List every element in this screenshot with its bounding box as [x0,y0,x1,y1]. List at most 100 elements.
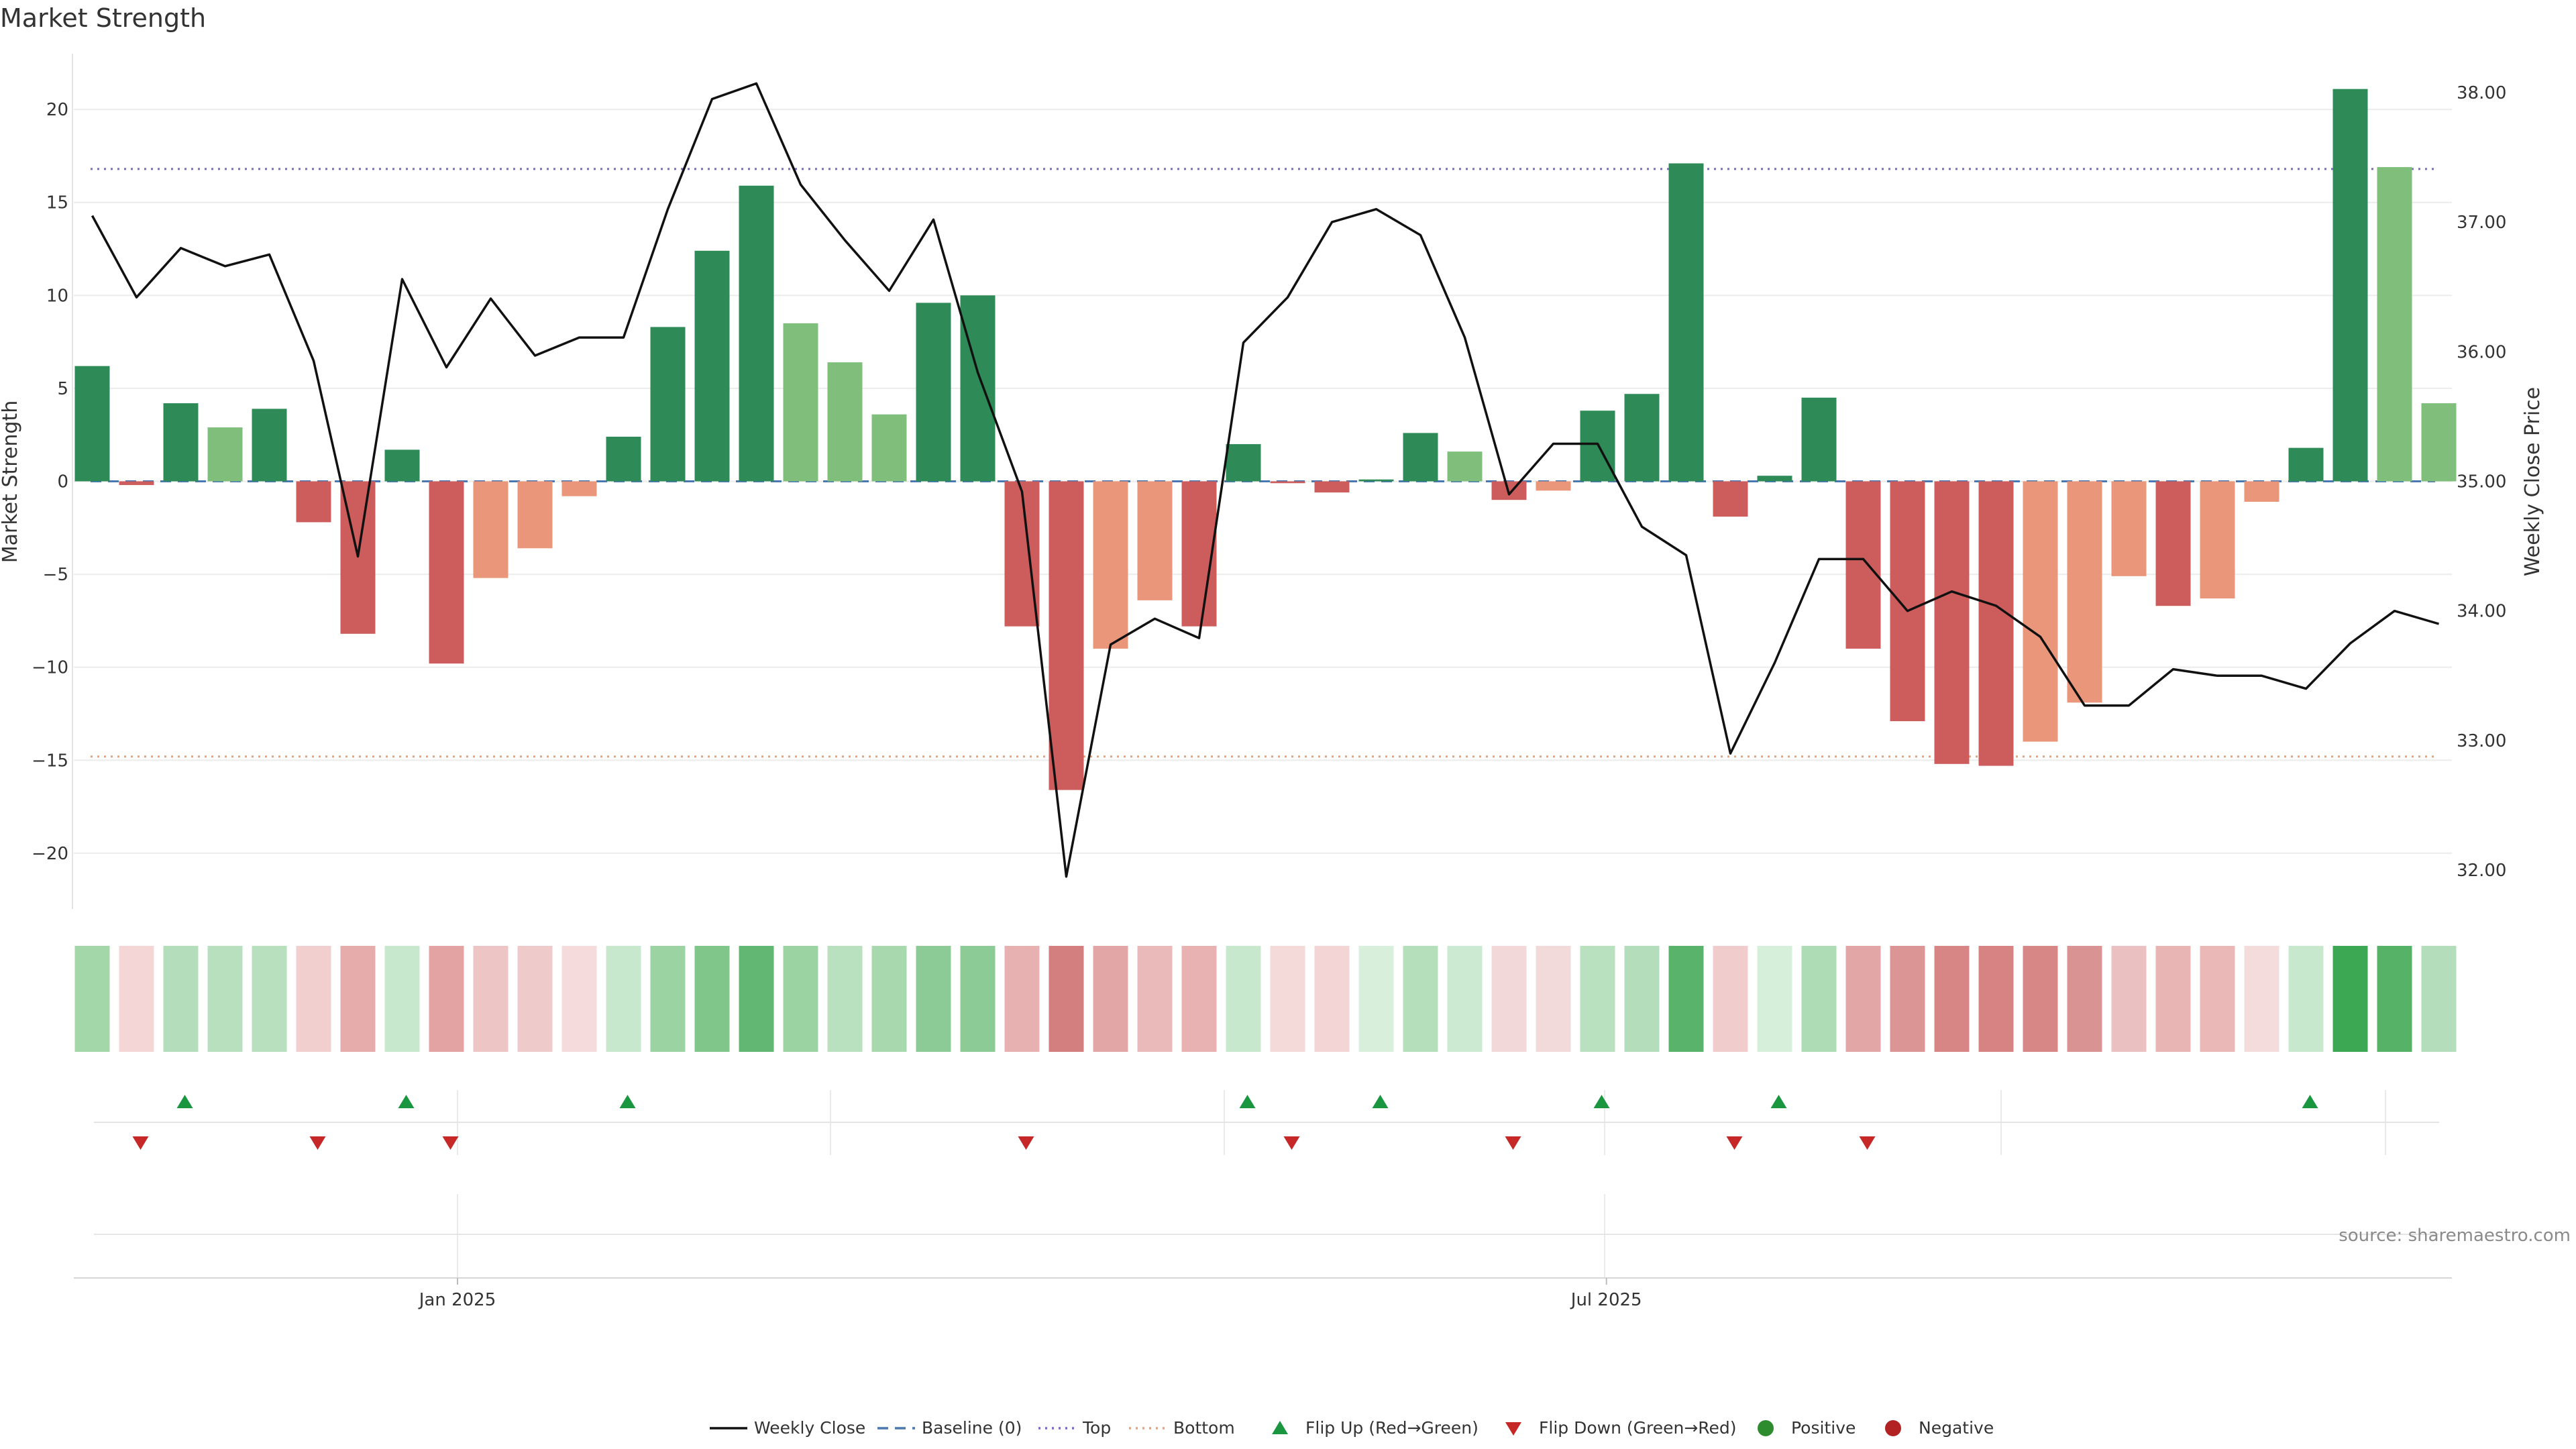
legend-label: Negative [1919,1418,1994,1438]
heat-cell [1713,946,1748,1052]
strength-bar [650,327,686,482]
strength-bar [1447,451,1483,482]
heat-cell [1668,946,1704,1052]
y-right-tick-label: 32.00 [2457,861,2506,881]
heat-cell [960,946,996,1052]
legend-label: Top [1082,1418,1111,1438]
strength-bar [1934,481,1970,764]
heat-cell [252,946,287,1052]
weekly-close-line [91,82,2439,878]
legend: Weekly Close Baseline (0) Top Bottom Flip Up… [710,1418,1994,1438]
heat-cell [207,946,243,1052]
heat-cell [1270,946,1305,1052]
strength-bar [1668,163,1704,482]
heat-cell [2288,946,2324,1052]
heat-cell [1845,946,1881,1052]
y-right-tick-label: 35.00 [2457,472,2506,492]
heat-cell [429,946,464,1052]
strength-bar [2332,89,2368,482]
strength-bar [694,250,730,482]
strength-bar [1358,479,1394,482]
strength-bar [517,481,553,549]
strength-bar [1403,433,1438,482]
legend-item-bottom: Bottom [1129,1418,1235,1438]
legend-item-flip-down: Flip Down (Green→Red) [1505,1418,1737,1438]
strength-bar [1536,481,1571,491]
flip-down-marker [1283,1136,1300,1150]
heat-cell [1403,946,1438,1052]
strength-bar [296,481,331,523]
strength-bar [1978,481,2014,766]
heat-cell [1314,946,1350,1052]
strength-bar [1801,397,1837,482]
y-axis-right: 38.00 37.00 36.00 35.00 34.00 33.00 32.00 Weekl… [2457,83,2544,881]
heat-cell [74,946,110,1052]
y-tick-label: −10 [32,658,68,678]
strength-bars [74,89,2457,790]
heat-cell [2155,946,2191,1052]
heat-cell [163,946,199,1052]
heat-cell [1934,946,1970,1052]
legend-swatch [1885,1420,1901,1436]
flip-up-marker [1593,1095,1610,1108]
y-tick-label: 10 [46,286,68,306]
heat-cell [2067,946,2102,1052]
strength-bar [429,481,464,664]
heat-cell [1049,946,1084,1052]
y-right-tick-label: 36.00 [2457,342,2506,362]
legend-swatch [1272,1421,1288,1434]
strength-bar [827,362,863,482]
strength-bar [739,185,774,482]
heat-cell [2200,946,2235,1052]
strength-bar [1270,481,1305,484]
strength-bar [1049,481,1084,790]
strength-heat-strip [74,946,2457,1052]
heat-cell [1536,946,1571,1052]
y-tick-label: 15 [46,193,68,213]
strength-bar [207,427,243,482]
legend-label: Flip Up (Red→Green) [1305,1418,1479,1438]
strength-bar [1890,481,1925,722]
strength-bar [252,409,287,482]
heat-cell [2111,946,2147,1052]
strength-bar [1845,481,1881,649]
heat-cell [561,946,597,1052]
heat-cell [1801,946,1837,1052]
flip-down-marker [1018,1136,1034,1150]
legend-label: Flip Down (Green→Red) [1539,1418,1737,1438]
strength-bar [2377,167,2412,482]
strength-bar [74,366,110,482]
heat-cell [783,946,818,1052]
flip-up-marker [1372,1095,1389,1108]
weekly-close-series [91,82,2439,878]
heat-cell [473,946,508,1052]
strength-bar [606,436,641,482]
legend-item-weekly-close: Weekly Close [710,1418,865,1438]
strength-bar [1314,481,1350,493]
y-tick-label: −5 [43,565,68,585]
flip-up-marker [176,1095,193,1108]
strength-bar [2023,481,2058,742]
legend-item-negative: Negative [1885,1418,1994,1438]
legend-label: Bottom [1173,1418,1235,1438]
heat-cell [2332,946,2368,1052]
y-axis-right-title: Weekly Close Price [2521,387,2544,576]
heat-cell [606,946,641,1052]
heat-cell [1004,946,1040,1052]
strength-bar [1713,481,1748,517]
heat-cell [1447,946,1483,1052]
heat-cell [517,946,553,1052]
strength-bar [2421,403,2457,482]
strength-bar [163,403,199,482]
strength-bar [916,303,951,482]
heat-cell [1226,946,1261,1052]
flip-up-marker [1239,1095,1256,1108]
flip-markers-panel [94,1090,2439,1155]
y-axis-left: 20 15 10 5 0 −5 −10 −15 −20 Market Strength [0,54,73,909]
strength-bar [2288,447,2324,482]
strength-bar [783,323,818,482]
heat-cell [739,946,774,1052]
chart-title: Market Strength [0,3,206,33]
strength-bar [1226,444,1261,482]
